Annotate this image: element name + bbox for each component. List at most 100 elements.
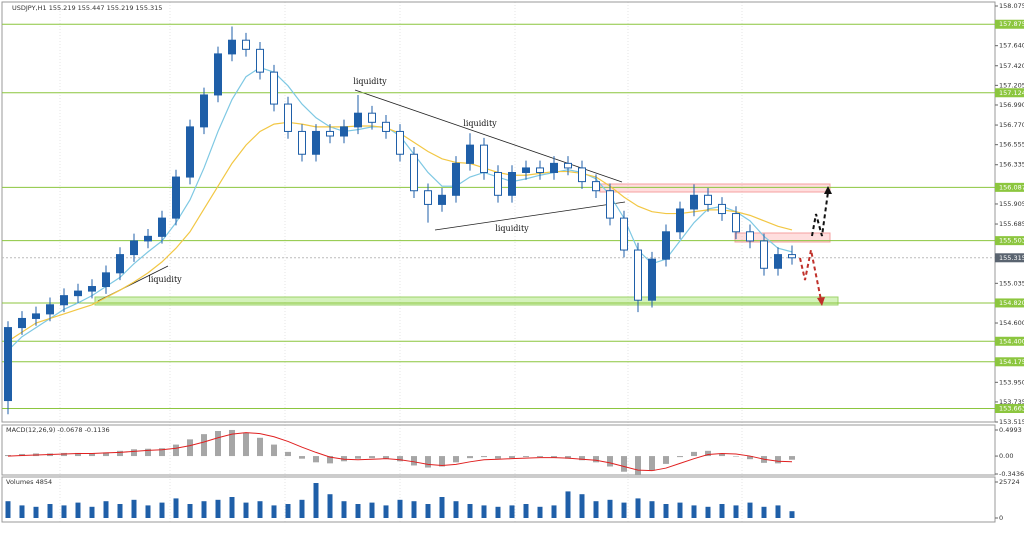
volume-bar: [117, 504, 123, 518]
volume-bar: [229, 497, 235, 518]
supply-zone: [599, 183, 831, 193]
macd-bar: [201, 434, 207, 457]
volume-bar: [327, 494, 333, 518]
macd-frame: [1, 424, 996, 476]
volume-bar: [103, 501, 109, 518]
level-label: 154.820: [999, 299, 1024, 307]
volume-bar: [467, 504, 473, 518]
volume-bar: [271, 505, 277, 518]
volume-bar: [565, 491, 571, 518]
candle-body: [676, 208, 684, 233]
volume-bar: [495, 506, 501, 518]
volume-bar: [663, 504, 669, 518]
macd-tick-label: 0.4993: [999, 426, 1022, 434]
macd-bar: [5, 455, 11, 457]
level-label-box: [995, 403, 1024, 413]
macd-bar: [355, 456, 361, 459]
y-tick-label: 154.600: [999, 319, 1024, 327]
macd-bar: [89, 453, 95, 457]
level-label-box: [995, 236, 1024, 246]
volume-bar: [453, 501, 459, 518]
macd-bar: [75, 452, 81, 457]
level-label-box: [995, 298, 1024, 308]
candle-body: [774, 254, 782, 269]
level-label: 156.087: [999, 183, 1024, 191]
candle-body: [228, 39, 236, 55]
volume-bar: [285, 504, 291, 518]
macd-bar: [705, 450, 711, 457]
candle-body: [494, 171, 502, 196]
candle-body: [620, 217, 628, 251]
macd-bar: [733, 456, 739, 457]
macd-bar: [187, 439, 193, 457]
annotation: liquidity: [495, 224, 529, 233]
volume-bar: [481, 505, 487, 518]
candle-body: [144, 235, 152, 242]
volume-bar: [411, 501, 417, 518]
y-tick-label: 157.205: [999, 81, 1024, 89]
candle-body: [466, 144, 474, 164]
candle-body: [592, 181, 600, 192]
macd-bar: [607, 456, 613, 467]
candle-body: [214, 53, 222, 96]
volume-bar: [131, 499, 137, 518]
volume-frame: [1, 476, 996, 523]
y-tick-label: 157.640: [999, 42, 1024, 50]
macd-bar: [131, 449, 137, 457]
candle-body: [704, 194, 712, 205]
macd-bar: [397, 456, 403, 462]
macd-bar: [719, 453, 725, 457]
level-label: 154.400: [999, 337, 1024, 345]
macd-bar: [411, 456, 417, 466]
macd-bar: [159, 448, 165, 457]
candle-body: [312, 130, 320, 155]
macd-bar: [593, 456, 599, 463]
level-label: 155.503: [999, 237, 1024, 245]
volume-bar: [201, 501, 207, 518]
level-label-box: [995, 88, 1024, 98]
y-tick-label: 153.735: [999, 398, 1024, 406]
macd-bar: [215, 431, 221, 457]
candle-body: [424, 190, 432, 205]
level-label-box: [995, 182, 1024, 192]
macd-bar: [551, 456, 557, 458]
macd-bar: [677, 456, 683, 458]
volume-bar: [439, 497, 445, 518]
candle-body: [760, 240, 768, 269]
supply-zone: [734, 232, 831, 243]
volume-bar: [173, 498, 179, 518]
candle-body: [438, 194, 446, 205]
macd-bar: [173, 444, 179, 457]
macd-signal: [7, 432, 793, 472]
volume-bar: [355, 504, 361, 518]
macd-bar: [453, 456, 459, 463]
candle-body: [788, 254, 796, 259]
volume-bar: [19, 505, 25, 518]
candle-body: [60, 295, 68, 306]
candle-body: [4, 327, 12, 402]
candle-body: [410, 153, 418, 192]
volume-bar: [747, 502, 753, 518]
candle-body: [550, 162, 558, 173]
candle-body: [508, 171, 516, 196]
candle-body: [536, 167, 544, 173]
macd-bar: [439, 456, 445, 467]
volume-tick-label: 0: [999, 514, 1003, 522]
candle-body: [340, 126, 348, 137]
y-tick-label: 153.515: [999, 418, 1024, 426]
macd-bar: [229, 429, 235, 457]
volume-bar: [677, 502, 683, 518]
macd-bar: [61, 452, 67, 457]
current-price-label: 155.315: [999, 254, 1024, 262]
candle-body: [200, 94, 208, 128]
macd-bar: [19, 453, 25, 457]
macd-bar: [789, 456, 795, 460]
macd-bar: [523, 456, 529, 458]
volume-bar: [733, 505, 739, 518]
macd-bar: [621, 456, 627, 472]
candle-body: [732, 213, 740, 233]
volume-bar: [75, 502, 81, 518]
volume-bar: [649, 501, 655, 518]
